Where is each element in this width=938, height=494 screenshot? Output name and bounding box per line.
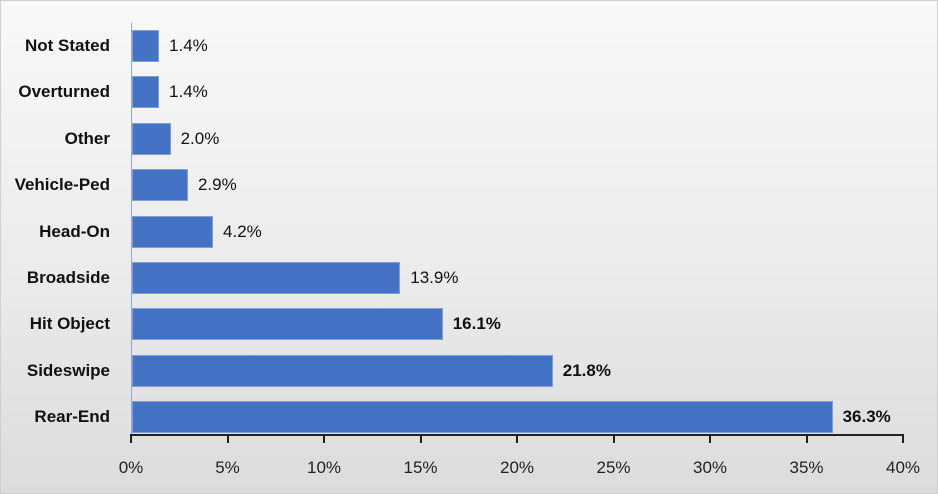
category-label: Hit Object (29, 314, 110, 334)
value-label: 1.4% (169, 82, 208, 102)
x-tick-label: 15% (403, 458, 438, 477)
value-label: 2.9% (197, 175, 237, 195)
x-tick (419, 434, 422, 443)
x-tick (902, 434, 904, 443)
bar (132, 262, 401, 294)
value-label: 4.2% (223, 221, 262, 241)
category-label: Vehicle-Ped (14, 175, 110, 195)
category-label: Broadside (26, 268, 110, 287)
x-tick-label: 0% (118, 458, 144, 477)
bar (132, 169, 188, 202)
bar (132, 401, 833, 434)
y-axis-line (131, 23, 132, 435)
x-tick-label: 25% (596, 458, 631, 477)
value-label: 36.3% (842, 407, 891, 427)
value-label: 2.0% (180, 128, 220, 148)
x-tick-label: 5% (215, 458, 240, 477)
category-label: Not Stated (25, 36, 110, 55)
x-tick (805, 434, 808, 443)
category-label: Rear-End (34, 407, 110, 427)
bar (132, 308, 443, 341)
x-tick (226, 434, 229, 443)
bar (132, 122, 171, 155)
category-label: Sideswipe (26, 360, 110, 380)
bar (132, 215, 214, 248)
bar (132, 30, 160, 62)
x-tick (130, 434, 132, 443)
bar (132, 354, 553, 387)
x-tick-label: 10% (306, 458, 342, 477)
value-label: 16.1% (452, 314, 501, 334)
x-tick-label: 30% (692, 458, 728, 477)
value-label: 13.9% (410, 268, 459, 287)
bar (132, 76, 160, 109)
x-tick-label: 40% (885, 458, 921, 477)
value-label: 1.4% (169, 36, 208, 55)
x-tick (516, 434, 518, 443)
x-tick (612, 434, 615, 443)
x-tick (709, 434, 711, 443)
category-label: Other (64, 128, 110, 148)
category-label: Head-On (39, 221, 110, 241)
x-tick (323, 434, 325, 443)
category-label: Overturned (18, 82, 110, 102)
value-label: 21.8% (562, 360, 611, 380)
x-tick-label: 35% (789, 458, 824, 477)
x-tick-label: 20% (499, 458, 535, 477)
